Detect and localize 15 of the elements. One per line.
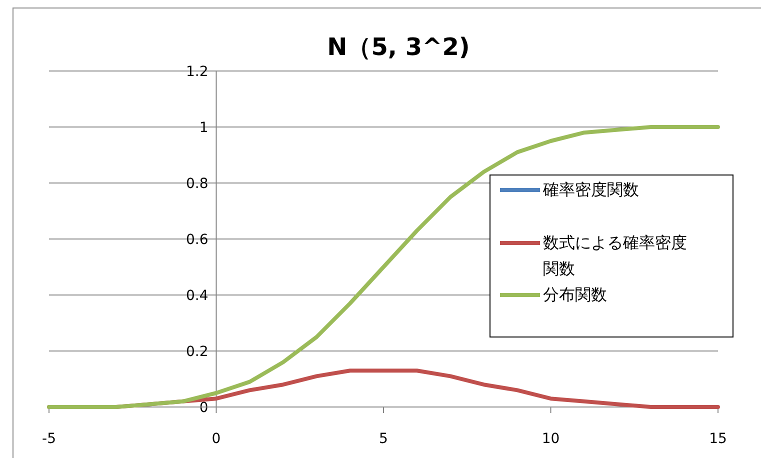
legend-label: 確率密度関数 [542,180,639,199]
y-tick-label: 1 [199,120,208,136]
x-tick-label: -5 [42,431,56,447]
y-tick-label: 1.2 [186,64,208,80]
x-tick-label: 5 [379,431,388,447]
chart-title: N（5, 3^2) [327,33,470,61]
x-tick-label: 0 [212,431,221,447]
y-tick-label: 0.6 [186,232,208,248]
y-tick-label: 0.8 [186,176,208,192]
legend-label: 数式による確率密度関数 [543,233,687,278]
x-tick-label: 15 [709,431,727,447]
legend-label: 分布関数 [543,285,607,304]
y-tick-label: 0.2 [186,344,208,360]
y-tick-label: 0.4 [186,288,208,304]
x-tick-label: 10 [542,431,560,447]
